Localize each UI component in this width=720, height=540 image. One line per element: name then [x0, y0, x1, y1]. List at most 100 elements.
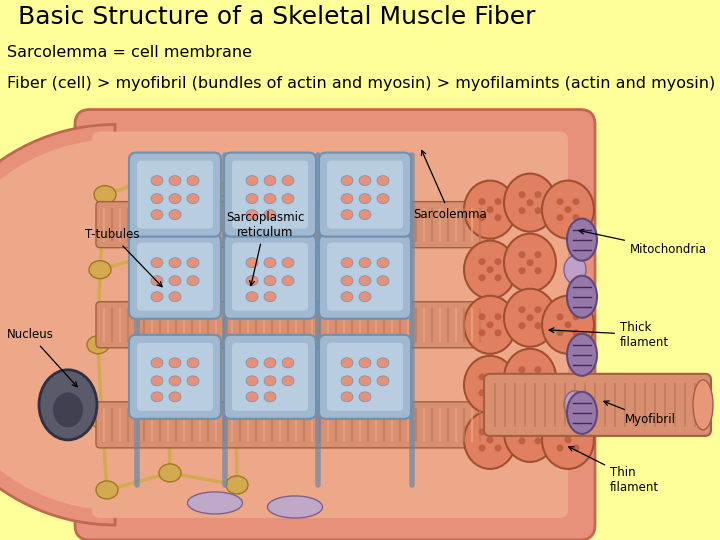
- Ellipse shape: [169, 392, 181, 402]
- Ellipse shape: [53, 393, 83, 427]
- Ellipse shape: [495, 389, 502, 396]
- Ellipse shape: [495, 329, 502, 336]
- Ellipse shape: [479, 373, 485, 380]
- Text: Nucleus: Nucleus: [6, 328, 77, 387]
- Text: Basic Structure of a Skeletal Muscle Fiber: Basic Structure of a Skeletal Muscle Fib…: [18, 5, 536, 29]
- Ellipse shape: [564, 206, 572, 213]
- Ellipse shape: [479, 329, 485, 336]
- Ellipse shape: [169, 210, 181, 220]
- Ellipse shape: [91, 411, 113, 429]
- Ellipse shape: [264, 276, 276, 286]
- Ellipse shape: [464, 296, 516, 354]
- Ellipse shape: [154, 166, 176, 184]
- Ellipse shape: [534, 382, 541, 389]
- Ellipse shape: [87, 336, 109, 354]
- FancyBboxPatch shape: [96, 402, 494, 448]
- Ellipse shape: [542, 411, 594, 469]
- Ellipse shape: [151, 210, 163, 220]
- Ellipse shape: [377, 194, 389, 204]
- Ellipse shape: [518, 322, 526, 329]
- Ellipse shape: [495, 428, 502, 435]
- FancyBboxPatch shape: [319, 153, 411, 237]
- Text: Mitochondria: Mitochondria: [579, 229, 707, 256]
- Ellipse shape: [572, 428, 580, 435]
- Ellipse shape: [487, 206, 493, 213]
- Ellipse shape: [169, 194, 181, 204]
- Ellipse shape: [151, 292, 163, 302]
- Ellipse shape: [526, 314, 534, 321]
- Ellipse shape: [557, 198, 564, 205]
- Ellipse shape: [572, 313, 580, 320]
- Ellipse shape: [282, 358, 294, 368]
- Ellipse shape: [518, 191, 526, 198]
- FancyBboxPatch shape: [327, 242, 403, 310]
- Ellipse shape: [359, 194, 371, 204]
- Ellipse shape: [564, 436, 572, 443]
- Ellipse shape: [341, 276, 353, 286]
- Ellipse shape: [487, 436, 493, 443]
- Ellipse shape: [246, 292, 258, 302]
- Ellipse shape: [377, 176, 389, 186]
- FancyBboxPatch shape: [232, 242, 308, 310]
- Ellipse shape: [282, 376, 294, 386]
- FancyBboxPatch shape: [129, 235, 221, 319]
- Ellipse shape: [169, 376, 181, 386]
- Ellipse shape: [526, 429, 534, 436]
- Ellipse shape: [504, 173, 556, 232]
- Ellipse shape: [151, 276, 163, 286]
- FancyBboxPatch shape: [75, 110, 595, 540]
- Ellipse shape: [282, 258, 294, 268]
- Ellipse shape: [246, 194, 258, 204]
- Ellipse shape: [504, 289, 556, 347]
- Ellipse shape: [557, 214, 564, 221]
- Ellipse shape: [487, 266, 493, 273]
- Ellipse shape: [264, 376, 276, 386]
- Ellipse shape: [479, 313, 485, 320]
- Ellipse shape: [359, 258, 371, 268]
- Ellipse shape: [572, 329, 580, 336]
- Ellipse shape: [504, 404, 556, 462]
- Ellipse shape: [246, 358, 258, 368]
- Ellipse shape: [169, 276, 181, 286]
- Ellipse shape: [534, 251, 541, 258]
- Ellipse shape: [526, 259, 534, 266]
- Ellipse shape: [518, 207, 526, 214]
- Ellipse shape: [487, 321, 493, 328]
- Ellipse shape: [89, 261, 111, 279]
- Ellipse shape: [187, 492, 243, 514]
- Ellipse shape: [359, 376, 371, 386]
- Ellipse shape: [572, 444, 580, 451]
- Ellipse shape: [567, 276, 597, 318]
- Ellipse shape: [94, 186, 116, 204]
- Text: Sarcolemma = cell membrane: Sarcolemma = cell membrane: [7, 45, 252, 60]
- Ellipse shape: [246, 258, 258, 268]
- Ellipse shape: [157, 394, 179, 412]
- Ellipse shape: [151, 358, 163, 368]
- Ellipse shape: [564, 321, 572, 328]
- Ellipse shape: [225, 408, 247, 426]
- Text: T-tubules: T-tubules: [85, 228, 162, 287]
- Ellipse shape: [518, 366, 526, 373]
- Ellipse shape: [359, 358, 371, 368]
- FancyBboxPatch shape: [319, 235, 411, 319]
- Ellipse shape: [264, 210, 276, 220]
- Ellipse shape: [264, 258, 276, 268]
- Ellipse shape: [479, 258, 485, 265]
- FancyBboxPatch shape: [129, 335, 221, 419]
- Ellipse shape: [504, 234, 556, 292]
- Ellipse shape: [264, 392, 276, 402]
- Ellipse shape: [359, 210, 371, 220]
- FancyBboxPatch shape: [92, 132, 568, 518]
- Ellipse shape: [534, 306, 541, 313]
- Ellipse shape: [264, 194, 276, 204]
- Ellipse shape: [341, 392, 353, 402]
- Ellipse shape: [246, 210, 258, 220]
- Ellipse shape: [39, 370, 97, 440]
- Ellipse shape: [96, 481, 118, 499]
- Ellipse shape: [341, 194, 353, 204]
- Ellipse shape: [518, 251, 526, 258]
- Ellipse shape: [495, 214, 502, 221]
- Ellipse shape: [495, 274, 502, 281]
- Ellipse shape: [377, 276, 389, 286]
- FancyBboxPatch shape: [232, 343, 308, 411]
